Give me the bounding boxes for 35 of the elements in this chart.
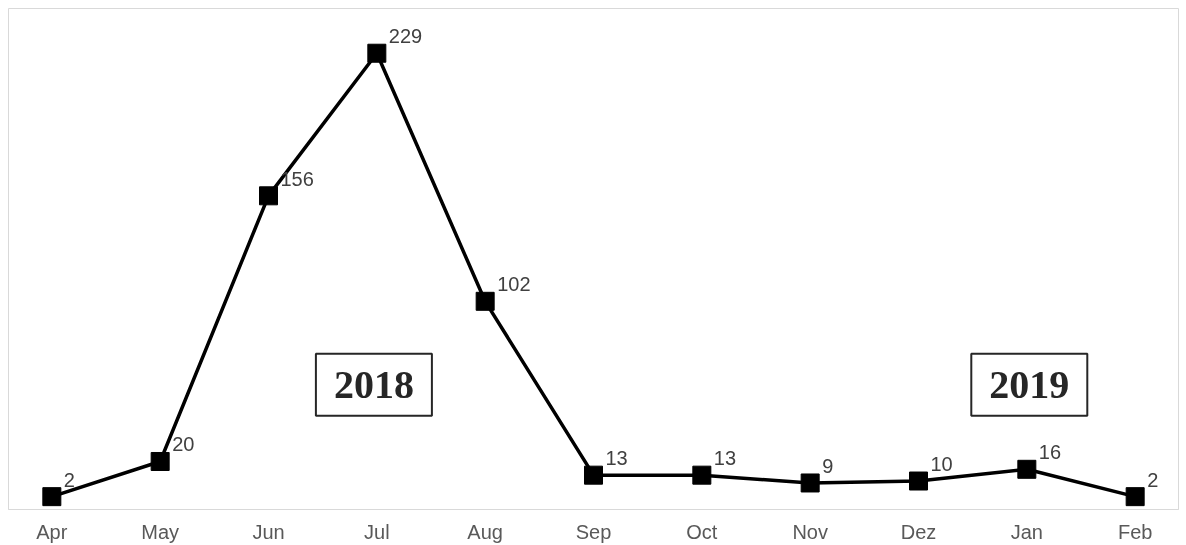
point bbox=[42, 487, 62, 507]
x-tick-label: Sep bbox=[575, 520, 612, 543]
point bbox=[367, 43, 387, 63]
annotation: 2019 bbox=[989, 361, 1070, 407]
point bbox=[259, 186, 278, 206]
annotation: 2018 bbox=[333, 361, 414, 407]
data-label: 13 bbox=[605, 447, 628, 470]
point bbox=[584, 465, 603, 485]
data-label: 9 bbox=[822, 454, 834, 477]
data-label: 13 bbox=[713, 447, 737, 470]
point bbox=[692, 465, 712, 485]
data-label: 229 bbox=[388, 25, 423, 48]
x-tick-label: Aug bbox=[467, 520, 503, 543]
data-label: 102 bbox=[497, 273, 531, 296]
point bbox=[909, 471, 928, 491]
x-tick-label: Jul bbox=[364, 520, 390, 543]
data-label: 16 bbox=[1038, 441, 1062, 464]
data-label: 2 bbox=[1147, 468, 1159, 491]
x-tick-label: Jun bbox=[252, 520, 285, 543]
data-label: 2 bbox=[63, 468, 75, 491]
x-tick-label: Feb bbox=[1117, 520, 1153, 543]
x-tick-label: May bbox=[141, 520, 180, 543]
point bbox=[150, 451, 170, 471]
point bbox=[475, 291, 495, 311]
x-tick-label: Apr bbox=[36, 520, 68, 543]
x-tick-label: Jan bbox=[1010, 520, 1043, 543]
data-label: 20 bbox=[172, 433, 195, 456]
x-tick-label: Nov bbox=[792, 520, 828, 543]
data-label: 10 bbox=[930, 453, 953, 476]
point bbox=[800, 473, 820, 493]
x-tick-label: Dez bbox=[900, 520, 937, 543]
point bbox=[1125, 487, 1145, 507]
data-label: 156 bbox=[280, 167, 314, 190]
x-tick-label: Oct bbox=[686, 520, 718, 543]
point bbox=[1017, 459, 1037, 479]
